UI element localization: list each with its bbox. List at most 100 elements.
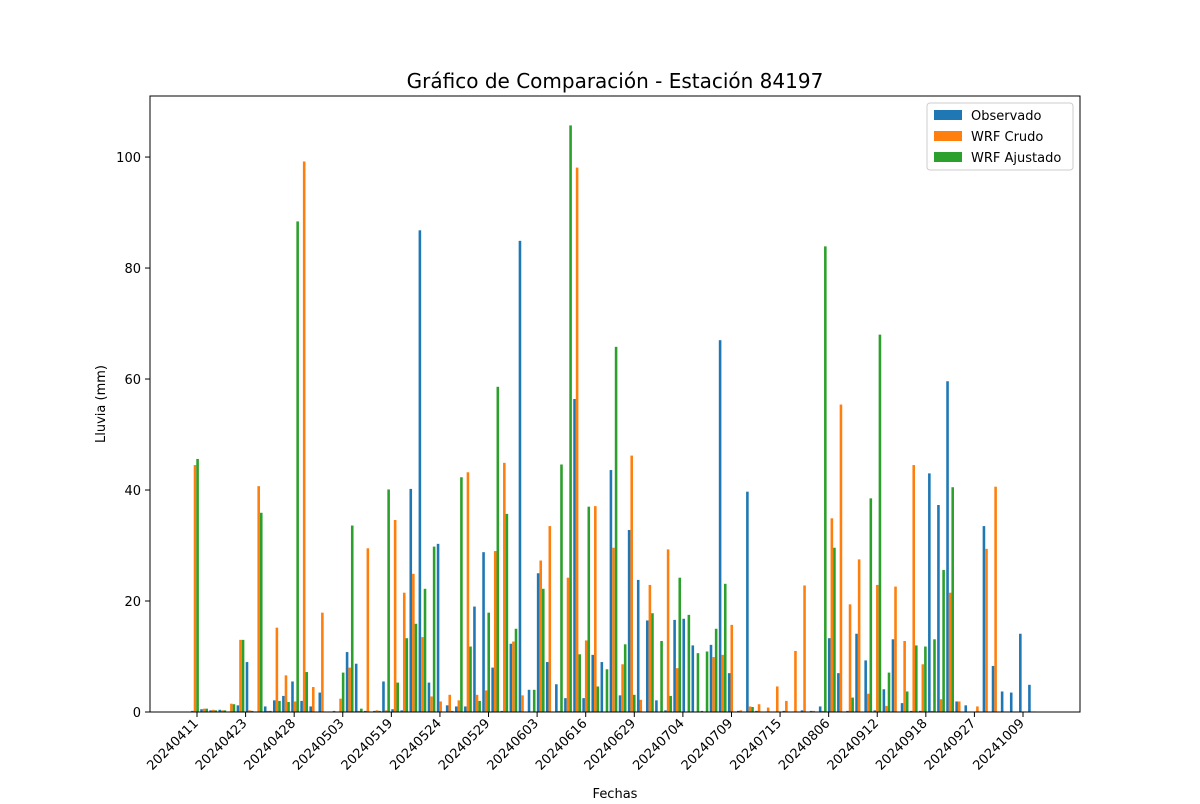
bar-wrf-ajustado: [451, 710, 454, 712]
bar-observado: [400, 710, 403, 712]
bar-observado: [673, 619, 676, 712]
bar-wrf-ajustado: [360, 708, 363, 712]
bar-observado: [818, 706, 822, 712]
bar-observado: [573, 399, 576, 712]
bar-wrf-crudo: [466, 472, 470, 712]
bar-observado: [582, 698, 585, 712]
bar-observado: [746, 491, 749, 712]
bar-wrf-crudo: [439, 701, 442, 712]
bar-wrf-ajustado: [542, 588, 545, 712]
bar-wrf-ajustado: [869, 498, 873, 712]
bar-wrf-ajustado: [469, 646, 472, 712]
bar-wrf-crudo: [348, 667, 351, 712]
bar-wrf-crudo: [594, 506, 597, 712]
bar-wrf-ajustado: [951, 487, 954, 712]
bar-observado: [691, 645, 695, 712]
bar-wrf-crudo: [785, 700, 788, 712]
bar-wrf-ajustado: [723, 583, 727, 712]
bar-wrf-ajustado: [915, 645, 918, 712]
bar-wrf-crudo: [957, 701, 961, 712]
bar-wrf-ajustado: [578, 654, 581, 712]
bar-wrf-crudo: [339, 698, 342, 712]
bar-wrf-crudo: [712, 657, 715, 712]
bar-observado: [555, 684, 558, 712]
bar-observado: [982, 526, 986, 712]
bar-wrf-crudo: [584, 640, 588, 712]
bar-wrf-crudo: [448, 694, 452, 712]
bar-observado: [218, 709, 222, 712]
bar-wrf-crudo: [302, 161, 306, 713]
bar-observado: [545, 662, 549, 712]
bar-wrf-ajustado: [696, 653, 700, 712]
bar-observado: [918, 710, 922, 712]
bar-wrf-crudo: [548, 526, 552, 712]
bar-observado: [200, 709, 203, 712]
bar-wrf-crudo: [775, 686, 779, 712]
bar-wrf-crudo: [430, 696, 433, 712]
bar-wrf-ajustado: [387, 489, 390, 712]
bar-wrf-ajustado: [332, 710, 336, 712]
bar-wrf-crudo: [402, 592, 406, 712]
bar-wrf-crudo: [821, 710, 825, 712]
bar-wrf-crudo: [794, 650, 797, 712]
bar-wrf-crudo: [239, 639, 242, 712]
bar-wrf-crudo: [257, 486, 260, 712]
bar-wrf-crudo: [357, 710, 361, 712]
bar-observado: [928, 473, 931, 712]
bar-wrf-ajustado: [378, 710, 381, 712]
bar-wrf-crudo: [230, 703, 233, 712]
bar-wrf-ajustado: [824, 246, 827, 712]
bar-wrf-crudo: [939, 699, 943, 712]
bar-wrf-crudo: [830, 518, 834, 712]
bar-wrf-ajustado: [705, 651, 709, 712]
bar-observado: [827, 638, 831, 712]
bar-observado: [345, 652, 349, 712]
bar-observado: [600, 662, 604, 712]
bar-observado: [354, 663, 358, 712]
bar-wrf-crudo: [894, 586, 897, 712]
bar-wrf-crudo: [493, 551, 497, 712]
bar-wrf-crudo: [311, 687, 315, 712]
bar-observado: [591, 654, 595, 712]
bar-observado: [454, 706, 458, 712]
bar-observado: [282, 695, 285, 712]
bar-observado: [309, 706, 312, 712]
bar-wrf-ajustado: [851, 697, 854, 712]
bar-observado: [873, 710, 877, 712]
bar-observado: [618, 695, 622, 712]
bar-wrf-ajustado: [269, 710, 272, 712]
bar-observado: [909, 710, 913, 712]
bar-wrf-ajustado: [478, 700, 481, 712]
bar-wrf-ajustado: [905, 691, 909, 712]
bar-wrf-crudo: [976, 706, 979, 712]
bar-observado: [864, 660, 867, 712]
bar-wrf-ajustado: [833, 547, 836, 712]
bar-observado: [500, 710, 504, 712]
bar-wrf-crudo: [393, 519, 397, 712]
bar-observado: [800, 710, 804, 712]
bar-wrf-crudo: [521, 695, 524, 712]
bar-wrf-crudo: [202, 708, 206, 712]
bar-observado: [709, 644, 713, 712]
bar-observado: [191, 710, 194, 712]
bar-wrf-crudo: [630, 455, 633, 712]
bar-observado: [1009, 692, 1013, 712]
bar-observado: [837, 673, 840, 712]
bar-observado: [937, 505, 940, 712]
bar-observado: [482, 552, 485, 712]
bar-wrf-ajustado: [287, 702, 290, 712]
bar-wrf-ajustado: [924, 646, 927, 712]
chart-title: Gráfico de Comparación - Estación 84197: [407, 69, 824, 93]
bar-observado: [809, 710, 813, 712]
bar-wrf-crudo: [321, 612, 324, 712]
bar-observado: [291, 681, 294, 712]
legend-swatch: [934, 152, 962, 162]
bar-observado: [737, 710, 740, 712]
bar-wrf-ajustado: [341, 672, 345, 712]
bar-wrf-crudo: [885, 705, 888, 712]
bar-observado: [464, 706, 467, 712]
bar-wrf-crudo: [384, 710, 388, 712]
bar-observado: [363, 710, 367, 712]
x-axis-label: Fechas: [593, 787, 638, 800]
bar-wrf-ajustado: [751, 707, 754, 712]
